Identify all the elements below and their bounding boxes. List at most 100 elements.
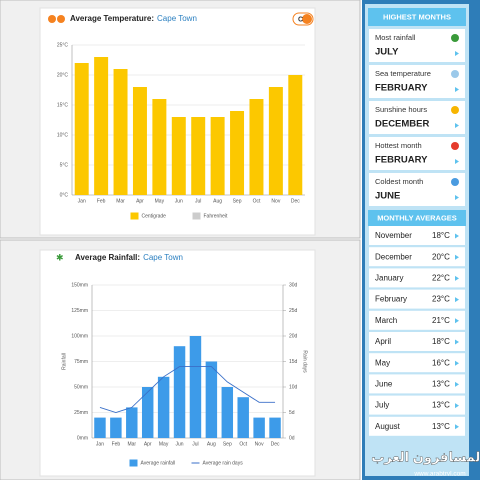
bar — [210, 117, 225, 195]
y2-tick-label: 20d — [289, 333, 298, 339]
x-tick-label: Feb — [97, 198, 106, 204]
arrow — [455, 159, 459, 164]
bar — [189, 336, 202, 438]
bar — [205, 361, 218, 438]
highest-label: Sea temperature — [375, 69, 431, 78]
highest-item — [369, 65, 465, 98]
chart-location: Cape Town — [143, 253, 183, 262]
x-tick-label: Nov — [271, 198, 280, 204]
average-month: August — [375, 422, 401, 431]
bar — [230, 111, 245, 195]
bar — [94, 57, 109, 195]
arrow — [455, 123, 459, 128]
chart-title: Average Temperature: — [70, 14, 154, 23]
y2-tick-label: 25d — [289, 308, 298, 314]
section-header — [368, 210, 466, 226]
x-tick-label: Aug — [213, 198, 222, 204]
x-tick-label: Oct — [239, 441, 247, 447]
legend-label: Fahrenheit — [204, 213, 229, 219]
average-month: March — [375, 316, 397, 325]
average-month: January — [375, 274, 403, 283]
bar — [253, 417, 265, 438]
bar — [74, 63, 89, 195]
bar — [249, 99, 264, 195]
bar — [221, 387, 234, 438]
average-temp: 23°C — [432, 295, 450, 304]
y-tick-label: 25mm — [74, 410, 88, 416]
y-tick-label: 75mm — [74, 359, 88, 365]
item-icon — [451, 142, 459, 150]
x-tick-label: Mar — [127, 441, 136, 447]
unit-toggle-label: C — [298, 16, 303, 23]
chart-location: Cape Town — [157, 14, 197, 23]
bar — [94, 417, 106, 438]
x-tick-label: Jun — [176, 441, 184, 447]
highest-label: Hottest month — [375, 141, 422, 150]
y-tick-label: 0mm — [77, 435, 88, 441]
average-month: June — [375, 380, 393, 389]
y-axis-label: Rainfall — [61, 353, 67, 370]
x-tick-label: Aug — [207, 441, 216, 447]
x-tick-label: Apr — [136, 198, 144, 204]
y2-tick-label: 10d — [289, 384, 298, 390]
watermark-url: www.arabtrvl.com — [413, 471, 465, 478]
arrow — [455, 87, 459, 92]
highest-value: FEBRUARY — [375, 83, 428, 94]
icon — [48, 15, 56, 23]
x-tick-label: May — [155, 198, 165, 204]
y-tick-label: 0°C — [60, 192, 69, 198]
bar — [157, 376, 170, 438]
y-tick-label: 25°C — [57, 42, 69, 48]
average-temp: 21°C — [432, 316, 450, 325]
arrow — [455, 233, 459, 239]
average-month: July — [375, 401, 389, 410]
x-tick-label: Nov — [255, 441, 264, 447]
y-tick-label: 50mm — [74, 384, 88, 390]
highest-label: Coldest month — [375, 177, 423, 186]
highest-item — [369, 137, 465, 170]
average-row — [369, 268, 465, 288]
bar — [191, 117, 206, 195]
watermark-name: المسافرون العرب — [371, 449, 480, 464]
highest-item — [369, 29, 465, 62]
item-icon — [451, 70, 459, 78]
legend-swatch — [129, 459, 138, 467]
average-temp: 18°C — [432, 337, 450, 346]
bar — [237, 397, 249, 438]
y2-tick-label: 5d — [289, 410, 295, 416]
x-tick-label: Dec — [271, 441, 280, 447]
highest-value: FEBRUARY — [375, 155, 428, 166]
x-tick-label: Feb — [112, 441, 121, 447]
x-tick-label: Jul — [195, 198, 201, 204]
x-tick-label: Sep — [233, 198, 242, 204]
y-tick-label: 125mm — [71, 308, 88, 314]
arrow — [455, 195, 459, 200]
highest-label: Sunshine hours — [375, 105, 427, 114]
highest-item — [369, 101, 465, 134]
arrow — [455, 51, 459, 56]
y-tick-label: 10°C — [57, 132, 69, 138]
y-tick-label: 5°C — [60, 162, 69, 168]
chart-title: Average Rainfall: — [75, 253, 140, 262]
y-tick-label: 100mm — [71, 333, 88, 339]
section-header — [368, 8, 466, 26]
x-tick-label: Jan — [78, 198, 86, 204]
x-tick-label: Mar — [116, 198, 125, 204]
average-temp: 22°C — [432, 274, 450, 283]
highest-label: Most rainfall — [375, 33, 416, 42]
average-row — [369, 353, 465, 373]
palm-icon: ✱ — [56, 252, 64, 262]
icon — [57, 15, 65, 23]
legend-swatch — [192, 212, 201, 220]
arrow — [455, 275, 459, 281]
average-row — [369, 332, 465, 351]
bar — [110, 417, 122, 438]
highest-value: JULY — [375, 47, 399, 58]
y2-tick-label: 0d — [289, 435, 295, 441]
item-icon — [451, 106, 459, 114]
average-month: May — [375, 358, 390, 367]
average-month: December — [375, 252, 412, 261]
y-tick-label: 20°C — [57, 72, 69, 78]
x-tick-label: May — [159, 441, 169, 447]
